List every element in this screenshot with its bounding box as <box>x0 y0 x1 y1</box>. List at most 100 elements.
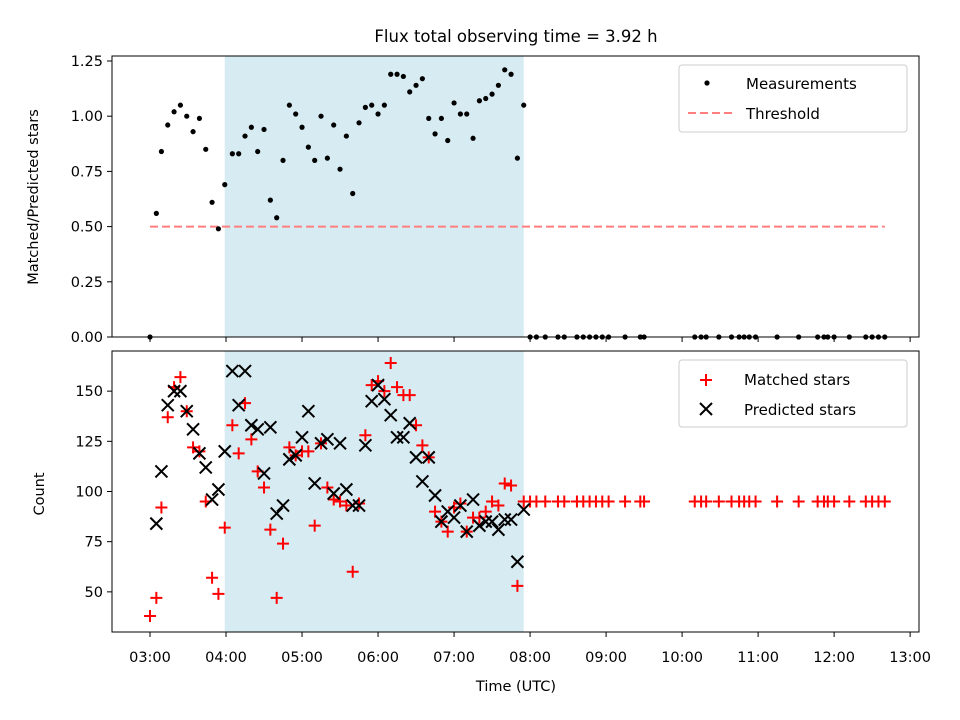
ratio-panel-frame <box>111 55 920 338</box>
matched-star-point <box>340 499 353 512</box>
measurement-point <box>165 122 171 128</box>
legend-threshold-label: Threshold <box>745 105 820 123</box>
measurement-point <box>419 76 425 82</box>
matched-star-point <box>712 495 725 508</box>
measurement-point <box>196 115 203 122</box>
measurement-point <box>445 137 451 144</box>
measurement-point <box>215 226 222 232</box>
measurement-point <box>483 95 489 102</box>
predicted-star-point <box>504 512 518 527</box>
measurement-point <box>318 113 324 119</box>
measurement-point <box>337 166 343 172</box>
matched-star-point <box>619 495 632 508</box>
y-tick-label: 1.25 <box>71 54 103 70</box>
matched-star-point <box>321 481 334 494</box>
measurement-point <box>426 115 432 122</box>
predicted-star-point <box>409 450 423 465</box>
ratio-panel: 0.00 0.25 0.50 0.75 1.00 1.25 Matched/Predict… <box>26 54 920 346</box>
y-tick-label: 75 <box>85 535 103 551</box>
matched-star-point <box>283 441 296 454</box>
measurement-point <box>514 155 521 161</box>
matched-star-point <box>429 505 442 518</box>
measurement-point <box>432 131 438 137</box>
measurement-point <box>470 135 476 141</box>
matched-star-point <box>391 381 404 394</box>
predicted-star-point <box>269 506 284 521</box>
measurement-point <box>375 111 381 117</box>
x-tick-label: 04:00 <box>205 650 247 666</box>
matched-star-point <box>602 495 615 508</box>
y-tick-label: 150 <box>75 384 103 400</box>
matched-star-point <box>155 501 168 514</box>
matched-star-point <box>416 439 429 452</box>
x-axis-label: Time (UTC) <box>475 679 556 695</box>
matched-star-point <box>193 445 206 458</box>
predicted-star-point <box>339 482 354 497</box>
measurement-point <box>222 182 228 188</box>
matched-star-point <box>843 495 856 508</box>
x-tick-label: 05:00 <box>281 650 323 666</box>
chart-title: Flux total observing time = 3.92 h <box>374 27 657 46</box>
measurement-point <box>261 126 267 133</box>
predicted-star-point <box>377 392 392 406</box>
predicted-star-point <box>250 422 265 436</box>
legend-predicted-stars-label: Predicted stars <box>744 401 856 419</box>
measurement-point <box>394 71 400 77</box>
predicted-star-point <box>218 444 232 459</box>
matched-star-point <box>232 447 245 460</box>
predicted-star-point <box>295 430 309 445</box>
predicted-star-point <box>498 512 512 527</box>
predicted-star-point <box>161 398 175 412</box>
matched-star-point <box>277 537 290 550</box>
measurement-point <box>293 111 299 117</box>
matched-star-point <box>700 495 713 508</box>
measurement-point <box>331 122 337 128</box>
matched-star-point <box>359 429 372 442</box>
measurement-point <box>381 102 387 108</box>
matched-star-point <box>378 385 391 398</box>
matched-star-point <box>473 511 486 524</box>
predicted-star-point <box>365 394 379 408</box>
measurement-point <box>489 91 495 97</box>
matched-star-point <box>302 445 315 458</box>
predicted-star-point <box>428 488 442 503</box>
measurement-point <box>413 82 419 88</box>
matched-star-point <box>327 493 340 506</box>
predicted-star-point <box>288 448 303 463</box>
matched-star-point <box>346 565 359 578</box>
y-tick-label: 125 <box>75 434 103 450</box>
matched-star-point <box>174 371 187 384</box>
predicted-star-point <box>307 476 322 491</box>
count-x-ticks: 03:00 04:00 05:00 06:00 07:00 08:00 09:00 10:00… <box>129 632 931 666</box>
matched-star-point <box>539 495 552 508</box>
predicted-star-point <box>345 498 360 513</box>
matched-star-point <box>218 521 231 534</box>
x-tick-label: 03:00 <box>129 650 171 666</box>
y-tick-label: 0.75 <box>71 164 103 180</box>
predicted-star-point <box>205 492 219 507</box>
ratio-y-ticks: 0.00 0.25 0.50 0.75 1.00 1.25 <box>71 54 112 346</box>
matched-star-point <box>505 479 518 492</box>
measurement-point <box>400 73 406 80</box>
measurement-point <box>476 98 482 104</box>
predicted-star-point <box>415 474 430 489</box>
measurement-point <box>280 157 286 163</box>
predicted-star-point <box>485 514 499 529</box>
measurement-point <box>171 109 177 115</box>
predicted-star-point <box>384 408 398 422</box>
predicted-star-point <box>257 466 271 481</box>
matched-star-point <box>258 481 271 494</box>
count-y-label: Count <box>32 472 48 515</box>
legend-measurements-label: Measurements <box>746 75 857 93</box>
matched-star-point <box>144 609 157 622</box>
measurement-point <box>324 155 330 161</box>
matched-star-point <box>365 379 378 392</box>
measurement-point <box>502 67 508 73</box>
matched-star-point <box>878 495 891 508</box>
predicted-star-point <box>447 510 461 525</box>
predicted-star-point <box>326 486 341 501</box>
matched-star-point <box>206 571 219 584</box>
legend-measurements-marker <box>704 80 710 86</box>
